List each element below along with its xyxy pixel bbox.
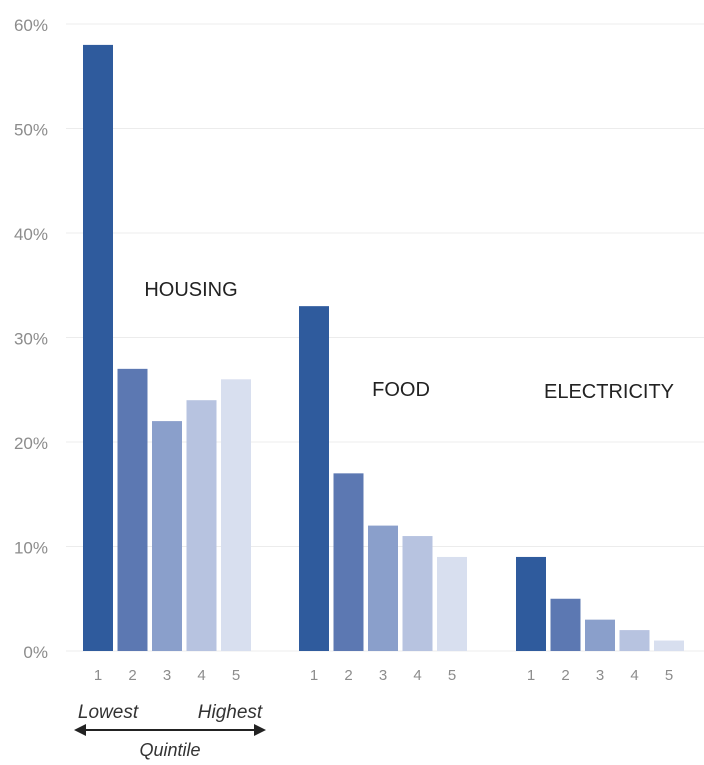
bar bbox=[186, 400, 217, 651]
bar bbox=[402, 536, 433, 651]
bar bbox=[83, 44, 113, 651]
y-tick-label: 60% bbox=[14, 16, 48, 35]
x-tick-label: 5 bbox=[665, 667, 673, 684]
y-tick-label: 50% bbox=[14, 121, 48, 140]
x-tick-label: 4 bbox=[413, 667, 421, 684]
x-tick-label: 3 bbox=[379, 667, 387, 684]
x-tick-label: 3 bbox=[163, 667, 171, 684]
quintile-label: Quintile bbox=[139, 740, 200, 760]
bar bbox=[550, 598, 581, 651]
x-tick-label: 5 bbox=[232, 667, 240, 684]
group-label: HOUSING bbox=[144, 279, 237, 301]
y-tick-label: 10% bbox=[14, 539, 48, 558]
label-layer: 0% 10% 20% 30% 40% 50% 60% 1 2 3 4 5 HOUSING 1 2 3 4 5 FOO… bbox=[14, 16, 674, 684]
bar bbox=[152, 421, 182, 651]
x-tick-label: 4 bbox=[197, 667, 205, 684]
bar bbox=[437, 556, 467, 651]
bar bbox=[585, 619, 615, 651]
right-arrow-icon bbox=[254, 724, 266, 736]
y-tick-label: 0% bbox=[23, 643, 48, 662]
y-tick-label: 30% bbox=[14, 330, 48, 349]
left-arrow-icon bbox=[74, 724, 86, 736]
bar bbox=[368, 525, 398, 651]
x-tick-label: 2 bbox=[561, 667, 569, 684]
x-tick-label: 4 bbox=[630, 667, 638, 684]
group-label: FOOD bbox=[372, 379, 430, 401]
x-tick-label: 5 bbox=[448, 667, 456, 684]
x-tick-label: 3 bbox=[596, 667, 604, 684]
lowest-label: Lowest bbox=[78, 702, 139, 723]
x-tick-label: 2 bbox=[128, 667, 136, 684]
bar bbox=[333, 473, 364, 651]
highest-label: Highest bbox=[198, 702, 263, 723]
bar bbox=[516, 556, 546, 651]
bar bbox=[117, 368, 148, 651]
y-tick-label: 40% bbox=[14, 225, 48, 244]
x-tick-label: 1 bbox=[94, 667, 102, 684]
bar-layer bbox=[83, 44, 684, 651]
x-tick-label: 1 bbox=[310, 667, 318, 684]
x-tick-label: 1 bbox=[527, 667, 535, 684]
bar bbox=[221, 379, 251, 651]
group-label: ELECTRICITY bbox=[544, 381, 674, 403]
bar bbox=[299, 306, 329, 651]
bar bbox=[619, 630, 650, 651]
quintile-note: Lowest Highest Quintile bbox=[74, 702, 266, 760]
x-tick-label: 2 bbox=[344, 667, 352, 684]
y-tick-label: 20% bbox=[14, 434, 48, 453]
bar bbox=[654, 640, 684, 651]
